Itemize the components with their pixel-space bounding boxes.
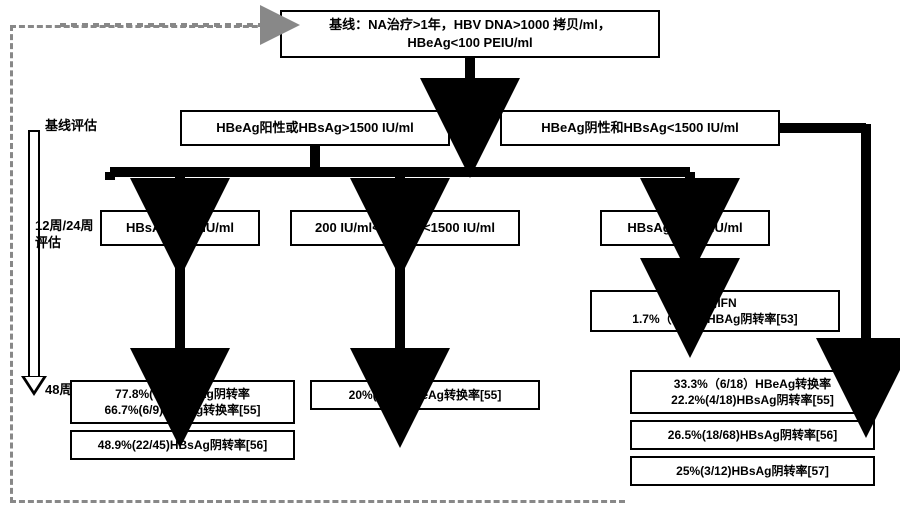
label-wk12-24: 12周/24周 评估 xyxy=(35,218,94,252)
timeline-arrow xyxy=(28,130,40,378)
label-wk48: 48周 xyxy=(45,382,72,399)
box-lt200: HBsAg<200 IU/ml xyxy=(100,210,260,246)
box-branch-a: HBeAg阳性或HBsAg>1500 IU/ml xyxy=(180,110,450,146)
box-mid: 200 IU/ml<HBsAg<1500 IU/ml xyxy=(290,210,520,246)
box-r1a: 77.8%(7/9)HBsAg阴转率 66.7%(6/9)HBeAg转换率[55… xyxy=(70,380,295,424)
box-top: 基线：NA治疗>1年，HBV DNA>1000 拷贝/ml， HBeAg<100… xyxy=(280,10,660,58)
box-stop-ifn: 停用IFN 1.7%（1/58）HBAg阴转率[53] xyxy=(590,290,840,332)
box-r3b: 26.5%(18/68)HBsAg阴转率[56] xyxy=(630,420,875,450)
timeline-arrow-head-inner xyxy=(25,377,43,391)
box-r3a: 33.3%（6/18）HBeAg转换率 22.2%(4/18)HBsAg阴转率[… xyxy=(630,370,875,414)
label-baseline: 基线评估 xyxy=(45,118,97,135)
box-r1b: 48.9%(22/45)HBsAg阴转率[56] xyxy=(70,430,295,460)
box-r2: 20%(5/25)HBeAg转换率[55] xyxy=(310,380,540,410)
box-r3c: 25%(3/12)HBsAg阴转率[57] xyxy=(630,456,875,486)
box-gt1500: HBsAg>1500 IU/ml xyxy=(600,210,770,246)
box-branch-b: HBeAg阴性和HBsAg<1500 IU/ml xyxy=(500,110,780,146)
